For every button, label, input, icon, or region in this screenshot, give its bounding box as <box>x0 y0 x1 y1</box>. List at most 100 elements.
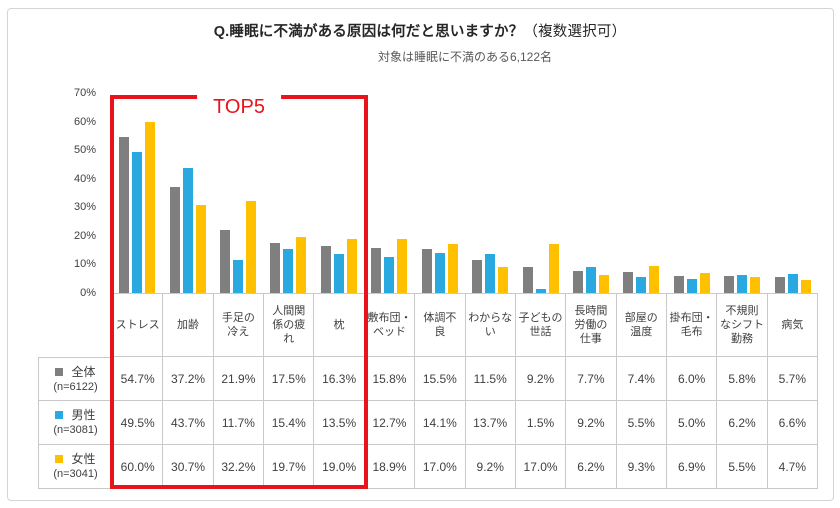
category-header-cell: ストレス <box>113 294 164 357</box>
table-row: 女性 (n=3041) 60.0% 30.7% 32.2% 19.7% 19.0% 18.9%… <box>39 445 819 489</box>
bar-overall <box>320 246 331 293</box>
bar-overall <box>371 247 382 293</box>
bar-female <box>195 205 206 293</box>
y-tick-label: 70% <box>73 87 96 99</box>
value-cell: 49.5% <box>113 401 164 445</box>
category-header-cell: 部屋の 温度 <box>616 294 667 357</box>
category-header-cell: 敷布団・ ベッド <box>364 294 416 357</box>
value-cell: 5.0% <box>666 401 718 445</box>
bar-female <box>498 266 509 293</box>
y-tick-label: 20% <box>73 229 96 242</box>
value-cell: 5.8% <box>717 357 768 401</box>
plot-column <box>667 93 717 293</box>
bar-male <box>283 249 294 293</box>
bar-male <box>182 168 193 293</box>
plot-column <box>364 93 414 293</box>
bar-female <box>346 238 357 293</box>
row-label-cell: 男性 (n=3081) <box>39 401 113 445</box>
value-cell: 6.6% <box>767 401 819 445</box>
value-cell: 37.2% <box>163 357 214 401</box>
y-tick-label: 30% <box>73 201 96 214</box>
top5-annotation-box: TOP5 <box>110 95 368 489</box>
bar-female <box>145 121 156 293</box>
bar-male <box>485 253 496 293</box>
value-cell: 17.0% <box>415 445 466 489</box>
value-cell: 9.3% <box>616 445 667 489</box>
y-tick-label: 0% <box>80 287 96 299</box>
value-cell: 4.7% <box>767 445 819 489</box>
row-label-line: 男性 <box>39 408 112 422</box>
value-cell: 5.5% <box>717 445 768 489</box>
bar-female <box>548 244 559 293</box>
bar-male <box>233 259 244 293</box>
series-name: 全体 <box>71 364 96 379</box>
bar-female <box>750 277 761 293</box>
plot-column <box>314 93 364 293</box>
value-cell: 15.8% <box>364 357 416 401</box>
value-cell: 18.9% <box>364 445 416 489</box>
bar-overall <box>522 266 533 293</box>
value-cell: 11.5% <box>465 357 516 401</box>
value-cell: 1.5% <box>515 401 567 445</box>
row-label-line: 全体 <box>39 365 112 379</box>
bar-overall <box>623 271 634 293</box>
chart-subtitle: 対象は睡眠に不満のある6,122名 <box>377 50 553 64</box>
plot-column <box>213 93 263 293</box>
value-cell: 6.9% <box>666 445 718 489</box>
series-name: 女性 <box>71 452 96 466</box>
bar-female <box>447 244 458 293</box>
table-row: 全体 (n=6122) 54.7% 37.2% 21.9% 17.5% 16.3% 15.8%… <box>39 357 819 401</box>
bar-male <box>434 252 445 293</box>
plot-column <box>767 93 817 293</box>
bar-overall <box>169 186 180 293</box>
value-cell: 9.2% <box>566 401 617 445</box>
series-n-label: (n=6122) <box>53 380 98 393</box>
category-header-cell: 子どもの 世話 <box>515 294 567 357</box>
bar-female <box>599 275 609 293</box>
chart-frame <box>7 8 834 501</box>
bar-male <box>737 275 748 293</box>
category-header-cell: 加齢 <box>163 294 214 357</box>
value-cell: 9.2% <box>515 357 567 401</box>
category-header-cell: わからな い <box>465 294 516 357</box>
y-tick-label: 50% <box>73 144 96 157</box>
value-cell: 6.2% <box>566 445 617 489</box>
bar-female <box>296 236 307 293</box>
plot-column <box>263 93 313 293</box>
y-tick-label: 10% <box>73 258 96 271</box>
legend-swatch-male <box>55 411 64 419</box>
bar-male <box>384 256 395 293</box>
category-header-cell: 病気 <box>767 294 819 357</box>
value-cell: 14.1% <box>415 401 466 445</box>
plot-column <box>566 93 616 293</box>
value-cell: 5.7% <box>767 357 819 401</box>
category-header-cell: 人間関 係の疲 れ <box>264 294 315 357</box>
bar-overall <box>119 136 130 293</box>
value-cell: 5.5% <box>616 401 667 445</box>
series-n-label: (n=3081) <box>53 424 98 436</box>
bar-overall <box>724 276 735 293</box>
chart-title-paren: （複数選択可） <box>523 24 627 40</box>
chart-title-main: Q.睡眠に不満がある原因は何だと思いますか？ <box>213 24 524 40</box>
bar-male <box>132 151 143 293</box>
category-header-cell: 体調不 良 <box>415 294 466 357</box>
value-cell: 12.7% <box>364 401 416 445</box>
value-cell: 13.7% <box>465 401 516 445</box>
row-label-line: 女性 <box>39 452 112 466</box>
value-cell: 6.0% <box>666 357 718 401</box>
bar-female <box>246 201 257 293</box>
bar-overall <box>421 248 432 293</box>
bar-overall <box>472 260 483 293</box>
value-cell: 15.5% <box>415 357 466 401</box>
category-header-cell: 掛布団・ 毛布 <box>666 294 718 357</box>
bar-male <box>535 288 546 293</box>
plot-column <box>616 93 666 293</box>
y-tick-label: 60% <box>73 115 96 128</box>
legend-swatch-overall <box>55 367 64 376</box>
bar-overall <box>270 243 281 293</box>
bar-overall <box>573 271 583 293</box>
category-header-cell: 手足の 冷え <box>213 294 265 357</box>
plot-column <box>162 93 212 293</box>
value-cell: 11.7% <box>213 401 265 445</box>
category-header-cell: 長時間 労働の 仕事 <box>566 294 617 357</box>
